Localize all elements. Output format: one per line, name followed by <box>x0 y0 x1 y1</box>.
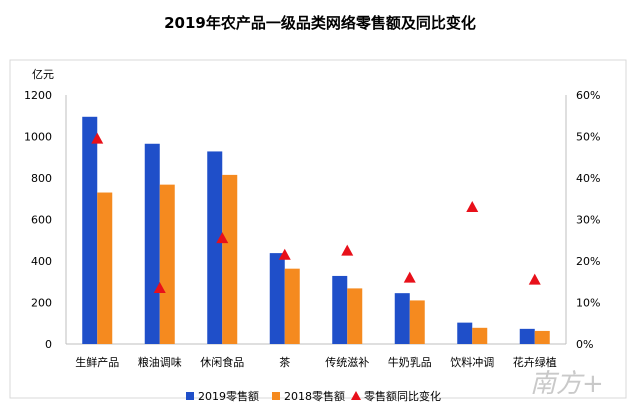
bar-2018 <box>159 184 175 344</box>
y2-tick-label: 0% <box>576 338 593 351</box>
legend-2018-swatch <box>272 392 280 400</box>
y2-tick-label: 60% <box>576 89 600 102</box>
x-tick-label: 茶 <box>279 356 290 369</box>
x-tick-label: 牛奶乳品 <box>388 355 432 369</box>
bar-2018 <box>472 327 488 344</box>
y-tick-label: 0 <box>45 338 52 351</box>
y2-tick-label: 30% <box>576 214 600 227</box>
bar-2019 <box>457 322 473 344</box>
change-marker <box>341 244 354 256</box>
y2-tick-label: 50% <box>576 131 600 144</box>
change-marker <box>466 201 479 213</box>
legend-2019-swatch <box>186 392 194 400</box>
y2-tick-label: 40% <box>576 172 600 185</box>
bars <box>82 116 550 344</box>
y-axis-unit-label: 亿元 <box>32 68 54 81</box>
y-tick-label: 800 <box>31 172 52 185</box>
change-marker <box>216 232 229 244</box>
bar-2019 <box>332 275 348 344</box>
legend-change-label: 零售额同比变化 <box>364 389 441 403</box>
bar-2019 <box>394 293 410 344</box>
y2-tick-label: 20% <box>576 255 600 268</box>
chart-title: 2019年农产品一级品类网络零售额及同比变化 <box>164 14 476 32</box>
y-tick-label: 400 <box>31 255 52 268</box>
x-tick-label: 生鲜产品 <box>75 355 119 369</box>
bar-2018 <box>222 174 238 344</box>
bar-2019 <box>82 116 98 344</box>
x-tick-label: 传统滋补 <box>325 356 369 369</box>
y-tick-label: 600 <box>31 214 52 227</box>
bar-2019 <box>207 151 223 344</box>
legend-2018-label: 2018零售额 <box>284 389 345 403</box>
bar-2019 <box>269 253 285 344</box>
bar-2018 <box>534 330 550 344</box>
bar-2018 <box>347 288 363 344</box>
x-axis-ticks: 生鲜产品 粮油调味 休闲食品 茶 传统滋补 牛奶乳品 饮料冲调 花卉绿植 <box>75 355 557 369</box>
x-tick-label: 花卉绿植 <box>513 355 557 369</box>
bar-2018 <box>409 300 425 344</box>
x-tick-label: 粮油调味 <box>138 355 182 369</box>
y-tick-label: 1000 <box>24 131 52 144</box>
legend: 2019零售额 2018零售额 零售额同比变化 <box>186 389 441 403</box>
bar-2018 <box>97 192 113 344</box>
y-axis-ticks: 0 200 400 600 800 1000 1200 <box>24 89 52 351</box>
watermark-logo: 南方+ <box>530 369 604 399</box>
legend-2019-label: 2019零售额 <box>198 389 259 403</box>
y2-tick-label: 10% <box>576 297 600 310</box>
x-tick-label: 休闲食品 <box>200 355 244 369</box>
change-marker <box>91 132 104 144</box>
change-marker <box>153 281 166 293</box>
x-tick-label: 饮料冲调 <box>450 355 494 369</box>
y-tick-label: 200 <box>31 297 52 310</box>
change-marker <box>528 273 541 285</box>
bar-2019 <box>144 143 160 344</box>
legend-change-swatch <box>351 391 361 400</box>
chart-frame <box>9 59 627 399</box>
bar-2018 <box>284 268 300 344</box>
change-marker <box>403 271 416 283</box>
bar-2019 <box>519 328 535 344</box>
y2-axis-ticks: 0% 10% 20% 30% 40% 50% 60% <box>576 89 600 351</box>
y-tick-label: 1200 <box>24 89 52 102</box>
change-markers <box>91 132 541 293</box>
change-marker <box>278 248 291 260</box>
